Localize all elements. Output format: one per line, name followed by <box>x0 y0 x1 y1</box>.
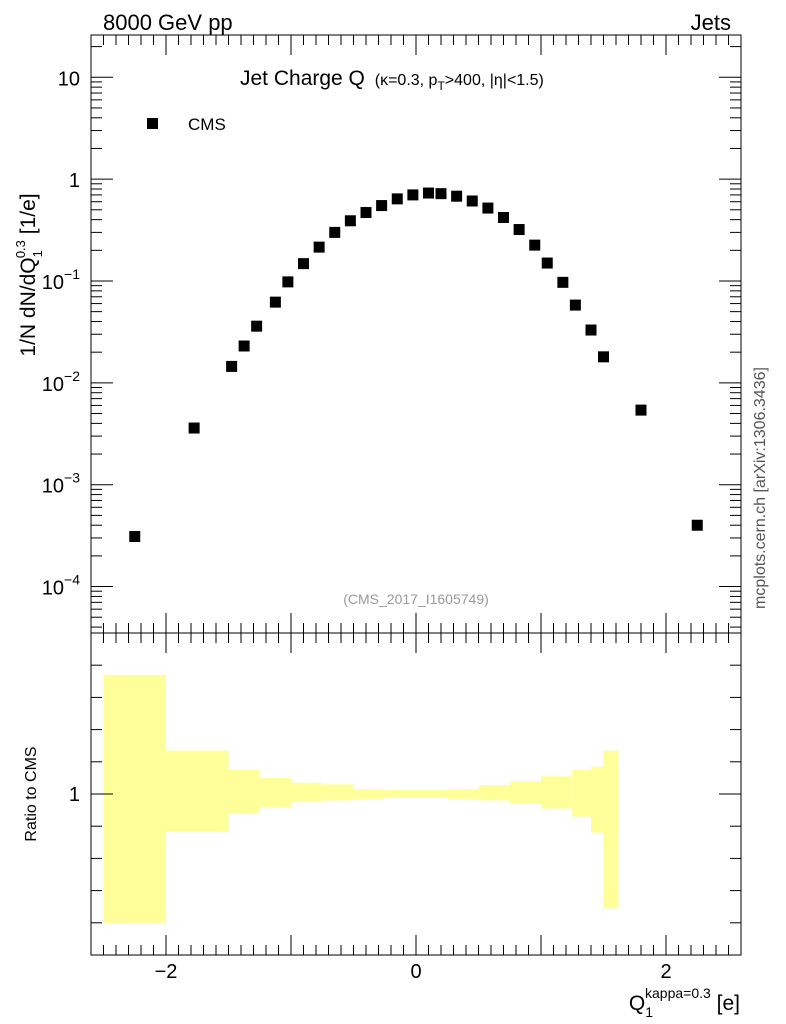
y-tick-base: 1 <box>69 170 80 192</box>
data-point <box>391 193 403 205</box>
data-point <box>569 299 581 311</box>
data-point <box>344 215 356 227</box>
legend-label-cms: CMS <box>188 115 226 134</box>
ratio-band-segment <box>447 789 479 799</box>
ratio-band-segment <box>603 750 619 909</box>
y-tick-label: 10−4 <box>42 572 80 600</box>
y-tick-base: 10 <box>42 374 64 396</box>
data-point <box>598 351 609 363</box>
y-tick-label: 10−2 <box>42 368 80 396</box>
data-point <box>251 320 263 332</box>
data-point <box>435 188 447 200</box>
data-point <box>313 241 325 253</box>
data-point <box>635 404 647 416</box>
source-label: mcplots.cern.ch [arXiv:1306.3436] <box>752 367 769 609</box>
data-point <box>238 340 250 352</box>
data-point <box>226 360 238 372</box>
analysis-id-label: (CMS_2017_I1605749) <box>343 591 489 607</box>
ratio-y-tick-label: 1 <box>69 784 80 806</box>
plot-title: Jet Charge Q (κ=0.3, pT>400, |η|<1.5) <box>240 67 544 93</box>
y-tick-exponent: −4 <box>64 572 80 588</box>
legend-marker-cms <box>147 118 158 129</box>
ratio-band-segment <box>509 781 541 804</box>
y-tick-base: 10 <box>42 272 64 294</box>
ratio-band-segment <box>384 790 448 798</box>
ratio-band-segment <box>541 776 573 809</box>
data-point <box>269 296 281 308</box>
x-tick-label: −2 <box>155 961 178 983</box>
data-point <box>188 422 200 434</box>
y-tick-exponent: −1 <box>64 266 80 282</box>
ratio-y-axis-label: Ratio to CMS <box>23 746 40 841</box>
ratio-band <box>103 674 619 923</box>
ratio-band-segment <box>228 769 260 814</box>
ratio-band-segment <box>591 766 604 833</box>
ratio-band-segment <box>291 782 323 803</box>
x-tick-label: 0 <box>410 961 421 983</box>
data-point <box>466 195 478 207</box>
ratio-band-segment <box>572 769 591 817</box>
data-point <box>282 276 294 288</box>
y-tick-label: 1 <box>69 170 80 192</box>
y-tick-base: 10 <box>42 578 64 600</box>
data-point <box>541 257 553 269</box>
main-x-axis <box>90 35 742 633</box>
y-tick-label: 10 <box>58 68 80 90</box>
data-point <box>557 276 569 288</box>
data-point <box>329 226 341 238</box>
data-point <box>298 258 309 270</box>
data-point <box>129 531 141 543</box>
x-axis-label: Q1kappa=0.3 [e] <box>629 985 740 1020</box>
data-point <box>360 207 372 219</box>
ratio-band-segment <box>353 789 385 799</box>
data-point <box>498 212 509 224</box>
ratio-band-segment <box>259 777 291 807</box>
ratio-band-segment <box>166 750 229 832</box>
data-point <box>529 239 541 251</box>
y-tick-base: 10 <box>58 68 80 90</box>
y-tick-label: 10−1 <box>42 266 80 294</box>
x-tick-label: 2 <box>660 961 671 983</box>
data-point <box>423 187 434 199</box>
data-point <box>482 202 494 214</box>
data-point <box>691 519 703 531</box>
data-point <box>513 224 525 236</box>
energy-label: 8000 GeV pp <box>103 10 233 35</box>
ratio-band-segment <box>322 784 354 801</box>
ratio-x-axis: −2 0 2 <box>90 633 742 983</box>
main-y-axis-label: 1/N dN/dQ10.3 [1/e] <box>13 193 45 356</box>
cms-data-points <box>129 187 703 543</box>
y-tick-exponent: −2 <box>64 368 80 384</box>
data-point <box>451 190 463 202</box>
data-point <box>585 324 597 336</box>
y-tick-label: 10−3 <box>42 470 80 498</box>
data-point <box>376 200 388 212</box>
ratio-y-axis: 1 <box>69 632 741 956</box>
y-tick-base: 10 <box>42 476 64 498</box>
y-tick-exponent: −3 <box>64 470 80 486</box>
data-point <box>407 189 419 201</box>
ratio-band-segment <box>478 784 510 801</box>
ratio-band-segment <box>103 674 166 923</box>
process-label: Jets <box>691 10 731 35</box>
